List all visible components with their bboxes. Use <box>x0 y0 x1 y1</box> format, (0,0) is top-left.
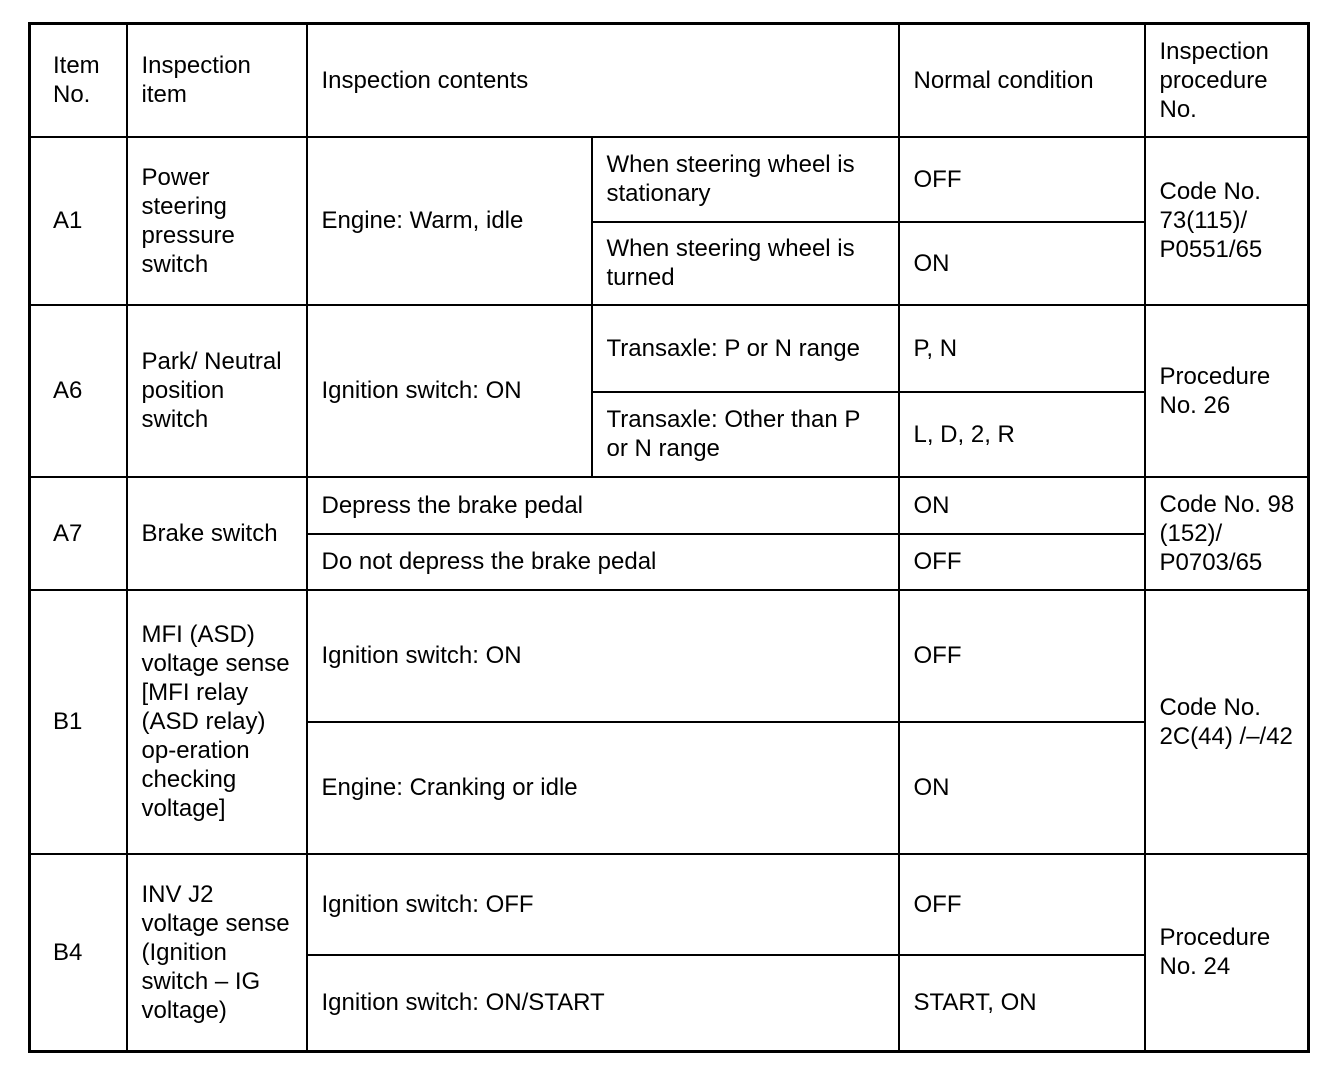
normal-condition: ON <box>897 720 1146 855</box>
header-item-no: Item No. <box>28 22 128 138</box>
table-row: A6 Park/ Neutral position switch Ignitio… <box>28 303 1310 478</box>
inspection-contents-main: Ignition switch: ON <box>305 303 593 478</box>
normal-condition: ON <box>897 475 1146 535</box>
inspection-contents: Engine: Cranking or idle <box>305 720 900 855</box>
normal-condition: START, ON <box>897 953 1146 1053</box>
inspection-item: INV J2 voltage sense (Ignition switch – … <box>125 852 308 1053</box>
item-no: B1 <box>28 588 128 855</box>
procedure-no: Code No. 98 (152)/ P0703/65 <box>1143 475 1310 591</box>
normal-condition: OFF <box>897 135 1146 223</box>
inspection-contents-sub: Transaxle: Other than P or N range <box>590 390 900 478</box>
normal-condition: OFF <box>897 852 1146 956</box>
normal-condition: OFF <box>897 588 1146 723</box>
table-row: B4 INV J2 voltage sense (Ignition switch… <box>28 852 1310 1053</box>
table-row: B1 MFI (ASD) voltage sense [MFI relay (A… <box>28 588 1310 855</box>
inspection-contents: Ignition switch: ON <box>305 588 900 723</box>
inspection-item: Brake switch <box>125 475 308 591</box>
procedure-no: Procedure No. 24 <box>1143 852 1310 1053</box>
header-procedure: Inspection procedure No. <box>1143 22 1310 138</box>
procedure-no: Procedure No. 26 <box>1143 303 1310 478</box>
inspection-contents: Depress the brake pedal <box>305 475 900 535</box>
table-row: A7 Brake switch Depress the brake pedal … <box>28 475 1310 591</box>
item-no: A6 <box>28 303 128 478</box>
header-row: Item No. Inspection item Inspection cont… <box>28 22 1310 138</box>
table-row: Ignition switch: ON/START START, ON <box>30 953 1309 1053</box>
procedure-no: Code No. 2C(44) /–/42 <box>1143 588 1310 855</box>
header-normal-condition: Normal condition <box>897 22 1146 138</box>
inspection-contents: Ignition switch: OFF <box>305 852 900 956</box>
inspection-contents: Ignition switch: ON/START <box>305 953 900 1053</box>
inspection-contents-main: Engine: Warm, idle <box>305 135 593 306</box>
inspection-contents-sub: When steering wheel is turned <box>590 220 900 306</box>
inspection-item: Park/ Neutral position switch <box>125 303 308 478</box>
table-row: Do not depress the brake pedal OFF <box>30 532 1309 591</box>
inspection-contents-sub: Transaxle: P or N range <box>590 303 900 393</box>
inspection-table: Item No. Inspection item Inspection cont… <box>28 22 1310 1053</box>
procedure-no: Code No. 73(115)/ P0551/65 <box>1143 135 1310 306</box>
table-row: A1 Power steering pressure switch Engine… <box>28 135 1310 306</box>
header-inspection-item: Inspection item <box>125 22 308 138</box>
normal-condition: OFF <box>897 532 1146 591</box>
table-row: When steering wheel is turned ON <box>30 220 1309 306</box>
inspection-contents: Do not depress the brake pedal <box>305 532 900 591</box>
item-no: A7 <box>28 475 128 591</box>
inspection-item: Power steering pressure switch <box>125 135 308 306</box>
inspection-item: MFI (ASD) voltage sense [MFI relay (ASD … <box>125 588 308 855</box>
normal-condition: P, N <box>897 303 1146 393</box>
item-no: A1 <box>28 135 128 306</box>
inspection-contents-sub: When steering wheel is stationary <box>590 135 900 223</box>
table-row: Transaxle: Other than P or N range L, D,… <box>30 390 1309 478</box>
table-row: Engine: Cranking or idle ON <box>30 720 1309 855</box>
header-inspection-contents: Inspection contents <box>305 22 900 138</box>
normal-condition: ON <box>897 220 1146 306</box>
item-no: B4 <box>28 852 128 1053</box>
normal-condition: L, D, 2, R <box>897 390 1146 478</box>
